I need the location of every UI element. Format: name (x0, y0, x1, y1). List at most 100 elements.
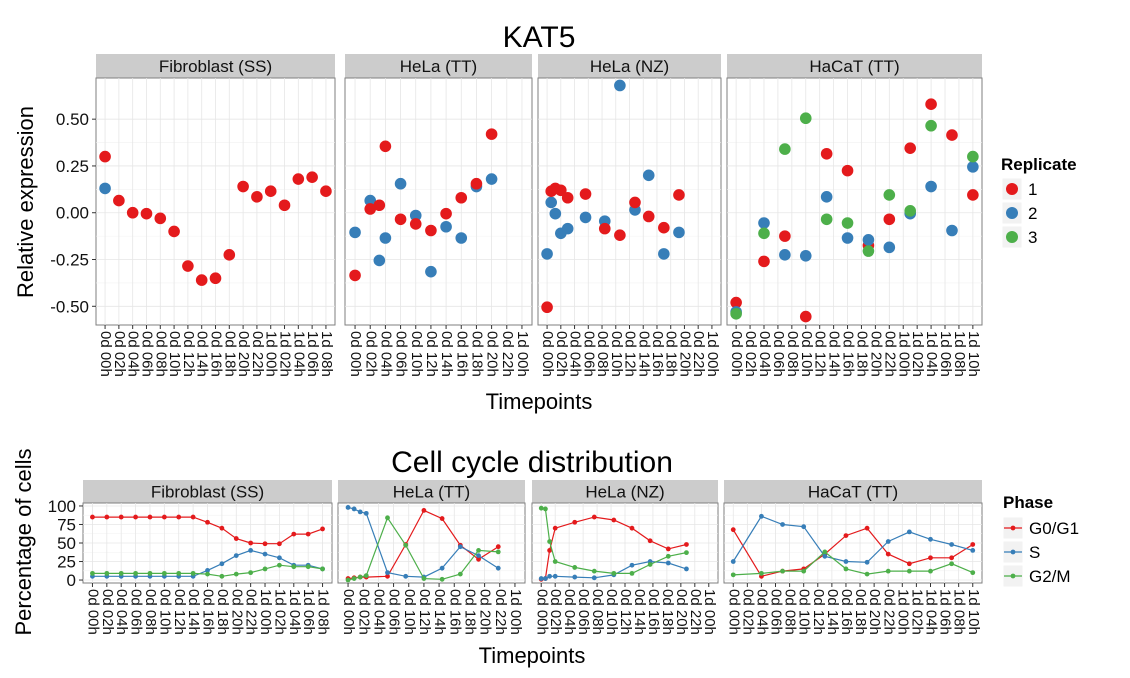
chart0-point-replicate-1 (485, 128, 498, 140)
chart1-point-g2-m (928, 568, 933, 574)
facet-strip (96, 54, 335, 78)
chart1-point-s (363, 510, 369, 516)
chart0-point-replicate-3 (925, 119, 937, 132)
x-tick-label: 1d 00h (514, 331, 531, 377)
x-tick-label: 1d 04h (923, 331, 940, 377)
x-tick-label: 0d 20h (477, 589, 494, 635)
chart1-point-s (262, 551, 268, 557)
chart1-point-g2-m (476, 548, 481, 553)
chart1-line-s (732, 515, 973, 563)
x-tick-label: 0d 10h (796, 589, 813, 635)
chart1-point-s (495, 565, 501, 571)
cell-cycle-chart-title: Cell cycle distribution (391, 446, 673, 479)
x-tick-label: 1d 00h (257, 589, 274, 635)
chart1-point-g0-g1 (552, 525, 558, 531)
chart0-point-replicate-1 (373, 199, 386, 212)
chart1-point-g2-m (305, 564, 311, 570)
chart1-point-g2-m (730, 572, 736, 578)
chart1-point-g0-g1 (547, 548, 553, 553)
x-tick-label: 1d 00h (895, 331, 912, 377)
x-tick-label: 0d 14h (631, 589, 648, 635)
kat5-y-axis: -0.50 -0.25 0.00 0.25 0.50 (50, 110, 96, 316)
x-tick-label: 0d 04h (377, 331, 394, 377)
facet-strip (345, 54, 532, 78)
chart0-point-replicate-2 (409, 209, 422, 222)
x-tick-label: 0d 02h (99, 589, 116, 635)
facet-strip (83, 480, 332, 503)
chart0-point-replicate-2 (99, 182, 111, 195)
chart1-point-g2-m (262, 566, 268, 572)
x-tick-label: 1d 04h (286, 589, 303, 635)
chart0-point-replicate-1 (541, 301, 553, 314)
x-tick-label: 0d 14h (194, 331, 211, 377)
x-tick-label: 0d 00h (97, 331, 114, 377)
chart1-point-g0-g1 (190, 514, 196, 520)
chart1-point-g0-g1 (906, 561, 912, 567)
chart1-point-s (822, 553, 828, 559)
chart0-point-replicate-2 (967, 161, 979, 173)
x-tick-label: 1d 08h (951, 589, 968, 635)
facet-strip (724, 480, 982, 503)
chart1-point-g0-g1 (233, 536, 239, 541)
chart1-point-g2-m (90, 570, 95, 576)
x-tick-label: 0d 12h (617, 589, 634, 635)
chart0-point-replicate-1 (364, 203, 377, 215)
x-tick-label: 0d 02h (553, 331, 570, 377)
x-tick-label: 0d 20h (867, 331, 884, 377)
x-tick-label: 0d 04h (113, 589, 130, 635)
x-tick-label: 0d 00h (347, 331, 364, 377)
chart1-point-g2-m (864, 571, 870, 577)
chart1-point-s (801, 524, 807, 530)
x-tick-label: 0d 16h (649, 331, 666, 377)
chart0-point-replicate-2 (579, 211, 592, 224)
chart1-point-g2-m (248, 570, 254, 576)
chart1-point-g2-m (665, 553, 671, 559)
chart1-point-g2-m (611, 570, 617, 576)
replicate-legend-title: Replicate (1001, 155, 1077, 174)
replicate-legend-keys: 1 2 3 (1001, 177, 1037, 249)
facet-strip (727, 54, 982, 78)
cell-cycle-y-axis-label: Percentage of cells (11, 448, 36, 635)
x-tick-label: 0d 22h (690, 331, 707, 377)
chart0-point-replicate-1 (320, 185, 332, 198)
facet-strip-label: Fibroblast (SS) (159, 57, 272, 76)
chart1-point-s (629, 562, 635, 568)
x-tick-label: 0d 22h (492, 589, 509, 635)
chart0-point-replicate-1 (349, 269, 361, 282)
chart1-point-g2-m (495, 549, 501, 555)
chart1-point-s (949, 542, 955, 547)
chart0-point-replicate-1 (758, 255, 770, 268)
chart1-point-g0-g1 (572, 519, 578, 525)
legend-key-point (1010, 549, 1016, 555)
x-tick-label: 0d 20h (235, 331, 252, 377)
chart1-point-g0-g1 (611, 517, 617, 523)
chart0-point-replicate-1 (140, 207, 153, 220)
legend-key-point (1010, 573, 1016, 579)
chart0-point-replicate-2 (545, 196, 558, 209)
phase-legend: Phase G0/G1 S G2/M (1002, 493, 1079, 588)
kat5-x-axis-label: Timepoints (486, 389, 593, 414)
chart1-point-s (864, 559, 870, 565)
chart1-point-s (885, 539, 891, 544)
legend-key-point (1010, 525, 1016, 531)
chart0-point-replicate-2 (394, 177, 407, 190)
x-tick-label: 0d 00h (340, 589, 357, 635)
chart1-point-g2-m (291, 564, 297, 570)
chart0-point-replicate-2 (561, 222, 574, 235)
x-tick-label: 0d 14h (824, 589, 841, 635)
chart1-point-g0-g1 (118, 514, 124, 520)
chart0-point-replicate-1 (883, 213, 896, 226)
chart1-point-g2-m (345, 577, 351, 583)
chart0-point-replicate-1 (799, 310, 812, 323)
chart1-point-s (759, 513, 764, 519)
chart1-point-g0-g1 (262, 541, 268, 547)
x-tick-label: 0d 18h (221, 331, 238, 377)
legend-entry-label-g0-g1: G0/G1 (1029, 519, 1079, 538)
chart1-point-g0-g1 (928, 555, 933, 561)
chart0-point-replicate-2 (373, 254, 386, 267)
x-tick-label: 0d 04h (370, 589, 387, 635)
chart0-point-replicate-2 (946, 224, 958, 237)
chart1-point-s (357, 509, 363, 515)
chart1-point-s (684, 566, 689, 572)
